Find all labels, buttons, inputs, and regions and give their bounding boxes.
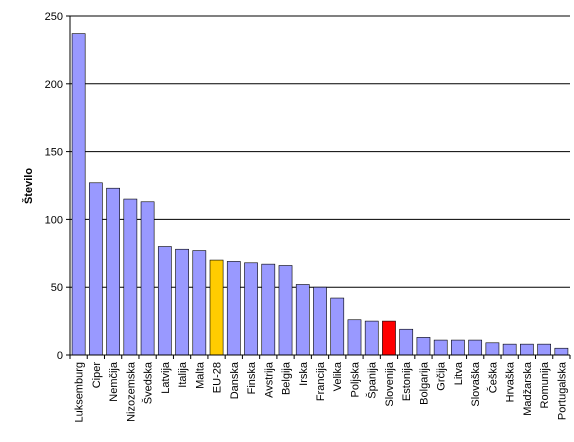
x-tick-label: Malta — [194, 361, 206, 389]
bar-slovenija — [382, 320, 396, 356]
x-tick-label: Bolgarija — [418, 361, 430, 405]
y-tick-label: 250 — [45, 11, 63, 23]
bar-nem-ija — [106, 187, 120, 356]
x-tick-label: Španija — [366, 361, 379, 399]
x-tick-label: Švedska — [142, 361, 155, 404]
bar--vedska — [140, 201, 155, 356]
y-tick-label: 100 — [45, 214, 63, 226]
x-tick-label: Ciper — [91, 362, 103, 389]
bar-slova-ka — [468, 339, 483, 356]
bar-italija — [175, 248, 189, 356]
bar-litva — [451, 339, 465, 356]
bar-irska — [295, 284, 310, 356]
bar-eu-28 — [209, 259, 224, 356]
bar-malta — [192, 250, 207, 356]
bar--e-ka — [485, 342, 500, 356]
x-tick-label: Latvija — [160, 361, 172, 394]
x-tick-label: Danska — [229, 361, 241, 399]
bar-ciper — [89, 182, 103, 356]
bar-avstrija — [261, 263, 276, 356]
x-tick-label: Irska — [298, 361, 310, 386]
bar-luksemburg — [71, 33, 86, 356]
bars — [71, 33, 569, 356]
y-tick-label: 0 — [57, 350, 63, 362]
x-tick-label: Luksemburg — [74, 362, 86, 423]
bar-hrva-ka — [502, 343, 517, 356]
y-tick-label: 50 — [51, 282, 63, 294]
x-tick-label: Finska — [246, 361, 258, 394]
x-tick-label: Slovaška — [470, 361, 482, 407]
x-tick-label: EU-28 — [212, 362, 224, 393]
y-tick-label: 200 — [45, 79, 63, 91]
x-tick-label: Velika — [332, 361, 344, 391]
y-tick-labels: 0 50 100 150 200 250 — [45, 11, 70, 362]
y-tick-label: 150 — [45, 147, 63, 159]
x-tick-label: Estonija — [401, 361, 413, 401]
x-tick-label: Nemčija — [108, 361, 120, 402]
x-tick-label: Francija — [315, 361, 327, 401]
bar-velika — [330, 297, 345, 356]
x-tick-label: Poljska — [349, 361, 361, 397]
x-tick-label: Portugalska — [556, 361, 568, 420]
bar-mad-arska — [520, 343, 534, 356]
bar-romunija — [537, 343, 551, 356]
x-tick-label: Grčija — [436, 361, 448, 391]
axes — [69, 16, 570, 356]
x-tick-label: Hrvaška — [505, 361, 517, 402]
x-tick-label: Litva — [453, 361, 465, 385]
y-axis-title: Število — [22, 168, 35, 204]
bar-latvija — [157, 246, 172, 356]
x-tick-label: Romunija — [539, 361, 551, 408]
x-tick-label: Nizozemska — [125, 361, 137, 422]
bar-bolgarija — [416, 337, 431, 356]
bar-poljska — [347, 319, 362, 356]
x-tick-label: Madžarska — [522, 361, 534, 416]
bar-finska — [244, 262, 258, 356]
bar--panija — [364, 320, 379, 356]
x-tick-label: Slovenija — [384, 361, 396, 407]
bar-francija — [313, 286, 327, 356]
x-tick-labels: Luksemburg Ciper Nemčija Nizozemska Švedska L… — [69, 355, 571, 423]
bar-nizozemska — [123, 198, 138, 356]
x-tick-label: Italija — [177, 361, 189, 388]
bar-gr-ija — [433, 339, 448, 356]
bar-belgija — [278, 265, 293, 356]
bar-estonija — [399, 328, 414, 356]
bar-portugalska — [554, 347, 569, 356]
x-tick-label: Belgija — [281, 361, 293, 395]
bar-danska — [226, 261, 241, 356]
x-tick-label: Češka — [486, 361, 499, 393]
x-tick-label: Avstrija — [263, 361, 275, 398]
